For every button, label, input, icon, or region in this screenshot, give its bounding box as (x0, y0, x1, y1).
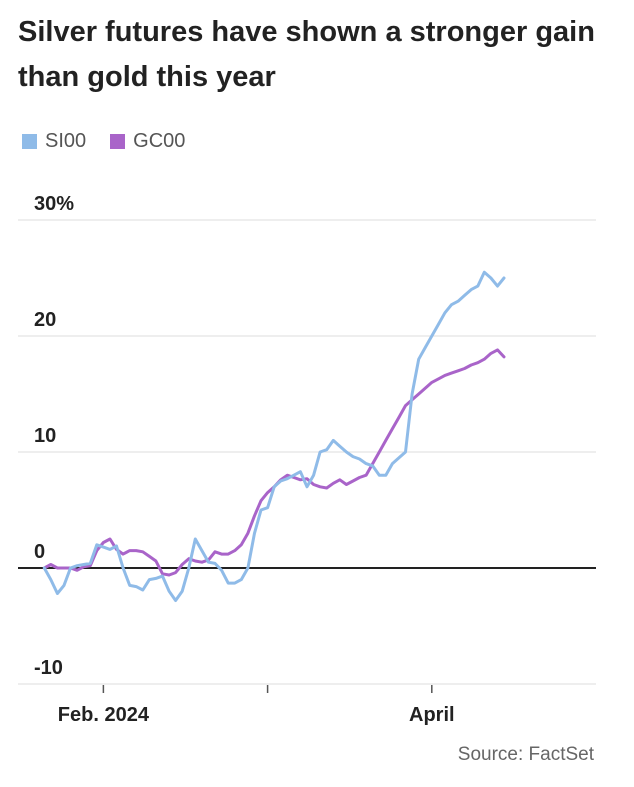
series-line-gold (42, 348, 506, 577)
legend-swatch-silver (22, 134, 37, 149)
x-tick-label: April (409, 704, 455, 726)
source-note: Source: FactSet (457, 744, 594, 765)
line-chart: 30% 20 10 0 -10 Feb. 2024 April (18, 193, 596, 726)
y-tick-label: 20 (34, 309, 56, 331)
series-line-silver (42, 270, 506, 602)
y-tick-label: 30% (34, 193, 74, 215)
chart-title: Silver futures have shown a stronger gai… (18, 16, 595, 93)
x-tick-label: Feb. 2024 (58, 704, 150, 726)
legend-item-silver: SI00 (22, 130, 86, 153)
legend-item-gold: GC00 (110, 130, 185, 153)
legend-label-gold: GC00 (133, 130, 186, 152)
legend: SI00 GC00 (22, 130, 209, 153)
y-tick-label: 10 (34, 425, 56, 447)
y-tick-label: -10 (34, 657, 63, 679)
legend-swatch-gold (110, 134, 126, 149)
legend-label-silver: SI00 (45, 130, 87, 152)
y-tick-label: 0 (34, 541, 45, 563)
